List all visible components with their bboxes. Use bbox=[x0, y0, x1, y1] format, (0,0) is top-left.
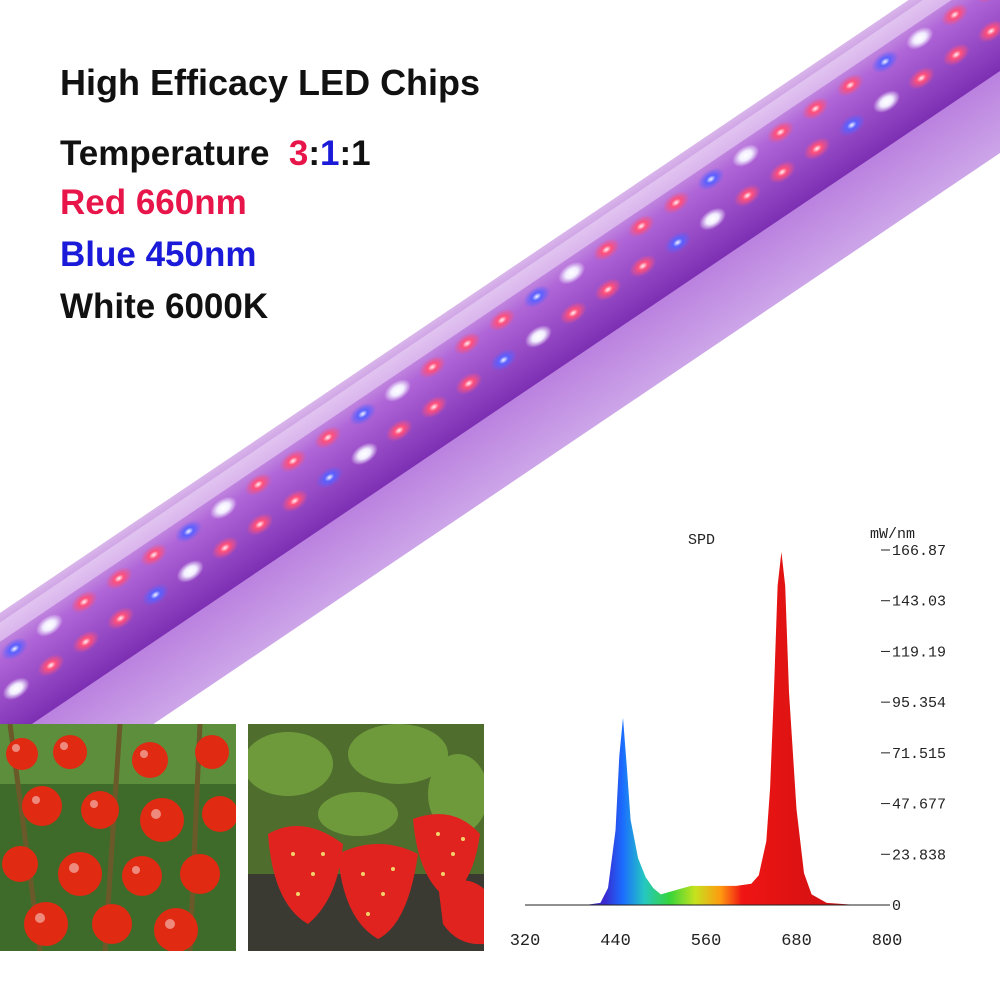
temperature-label: Temperature bbox=[60, 134, 270, 173]
led-chip bbox=[488, 308, 516, 332]
temperature-ratio: Temperature 3:1:1 bbox=[60, 134, 371, 174]
led-chip bbox=[246, 513, 274, 536]
led-chip bbox=[732, 144, 760, 167]
led-chip bbox=[244, 473, 272, 496]
ratio-red: 3 bbox=[288, 134, 309, 173]
led-chip bbox=[385, 419, 413, 442]
led-chip bbox=[697, 167, 725, 191]
led-chip bbox=[281, 489, 309, 513]
y-axis: 0 23.838 47.677 71.515 95.354 119.19 143.03 166… bbox=[881, 543, 946, 915]
led-chip bbox=[662, 191, 690, 214]
led-chip bbox=[664, 231, 692, 254]
led-chip bbox=[629, 254, 657, 278]
chart-title: SPD bbox=[688, 532, 715, 549]
spd-area bbox=[525, 551, 887, 905]
blue-spec: Blue 450nm bbox=[60, 235, 257, 274]
led-chip bbox=[35, 614, 63, 637]
led-chip bbox=[768, 160, 796, 184]
led-chip bbox=[1, 637, 28, 661]
led-chip bbox=[836, 73, 864, 97]
led-chip bbox=[941, 3, 969, 26]
ratio-white: :1 bbox=[339, 134, 371, 173]
ratio-separator: : bbox=[308, 134, 320, 173]
y-tick-label: 71.515 bbox=[892, 746, 946, 763]
led-chip bbox=[37, 654, 65, 677]
led-chip bbox=[558, 261, 586, 285]
led-chip bbox=[105, 567, 133, 590]
y-tick-label: 95.354 bbox=[892, 695, 946, 712]
led-chip bbox=[210, 496, 237, 520]
led-chip bbox=[873, 90, 901, 113]
x-tick-label: 440 bbox=[600, 932, 631, 951]
y-tick-label: 166.87 bbox=[892, 543, 946, 560]
led-chip bbox=[525, 325, 552, 348]
led-chip bbox=[908, 66, 935, 90]
y-tick-label: 119.19 bbox=[892, 644, 946, 661]
x-tick-label: 560 bbox=[691, 932, 722, 951]
led-chip bbox=[593, 238, 620, 261]
y-tick-label: 23.838 bbox=[892, 847, 946, 864]
white-spec: White 6000K bbox=[60, 287, 269, 326]
led-chip bbox=[523, 285, 551, 308]
led-chip bbox=[211, 536, 239, 560]
led-chip bbox=[594, 278, 622, 301]
y-tick-label: 47.677 bbox=[892, 797, 946, 814]
led-chip bbox=[733, 184, 761, 207]
led-chip bbox=[140, 543, 168, 567]
led-chip bbox=[801, 97, 829, 120]
led-chip bbox=[767, 120, 794, 144]
led-chip bbox=[559, 301, 587, 325]
led-chip bbox=[627, 214, 655, 238]
led-chip bbox=[350, 442, 378, 466]
led-chip bbox=[72, 630, 100, 654]
led-chip bbox=[699, 207, 726, 231]
tomato-photo bbox=[0, 724, 236, 951]
spd-chart: SPD mW/nm 0 23.838 47.677 71.515 95.354 119.1… bbox=[510, 526, 946, 951]
led-chip bbox=[70, 590, 98, 614]
y-unit-label: mW/nm bbox=[870, 526, 915, 543]
red-spec: Red 660nm bbox=[60, 183, 247, 222]
led-chip bbox=[418, 355, 446, 379]
strawberry-photo bbox=[248, 724, 484, 951]
x-tick-label: 800 bbox=[872, 932, 903, 951]
x-axis: 320 440 560 680 800 bbox=[510, 932, 903, 951]
headline-title: High Efficacy LED Chips bbox=[60, 62, 481, 103]
led-chip bbox=[453, 332, 481, 355]
led-chip bbox=[871, 50, 899, 73]
led-chip bbox=[176, 560, 204, 583]
led-chip bbox=[107, 607, 135, 630]
led-chip bbox=[279, 449, 307, 473]
led-chip bbox=[384, 379, 411, 402]
led-chip bbox=[490, 348, 518, 372]
led-chip bbox=[942, 43, 970, 66]
led-chip bbox=[349, 402, 377, 426]
led-chip bbox=[906, 26, 934, 50]
x-tick-label: 320 bbox=[510, 932, 541, 951]
led-chip bbox=[420, 395, 448, 419]
led-chip bbox=[977, 19, 1000, 43]
led-chip bbox=[803, 137, 831, 160]
y-tick-label: 0 bbox=[892, 898, 901, 915]
led-chip bbox=[175, 520, 203, 543]
led-chip bbox=[455, 372, 483, 395]
led-chip bbox=[838, 113, 866, 137]
ratio-blue: 1 bbox=[320, 134, 340, 173]
x-tick-label: 680 bbox=[781, 932, 812, 951]
led-chip bbox=[2, 677, 30, 701]
led-chip bbox=[316, 466, 343, 489]
led-chip bbox=[314, 426, 342, 449]
y-tick-label: 143.03 bbox=[892, 594, 946, 611]
led-chip bbox=[141, 583, 169, 607]
